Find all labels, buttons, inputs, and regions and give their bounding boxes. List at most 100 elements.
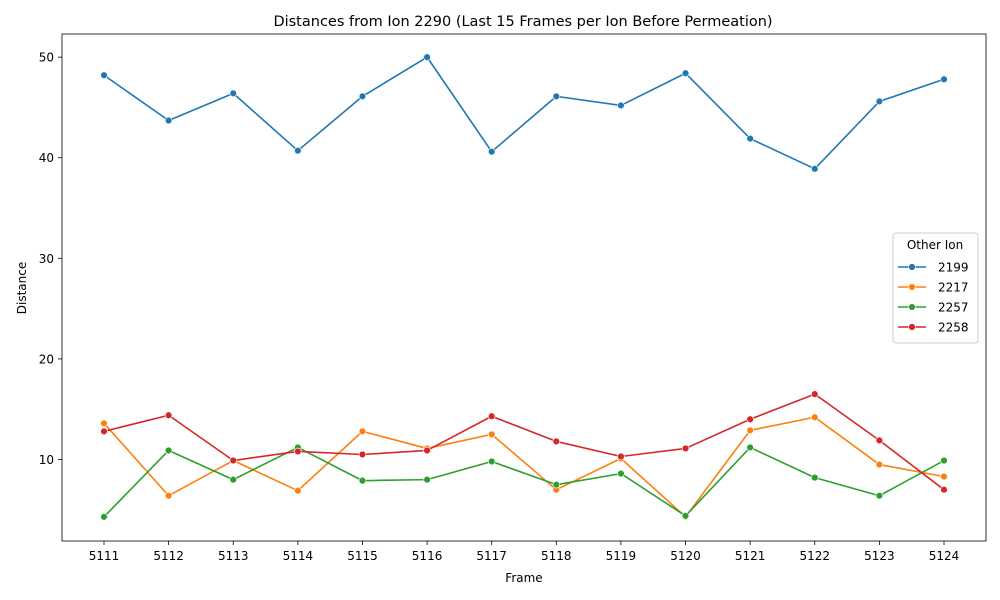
x-tick-label: 5113 [218, 549, 249, 563]
data-point [940, 485, 948, 494]
data-point [617, 452, 625, 461]
data-point [100, 419, 108, 428]
y-tick-label: 50 [39, 51, 54, 65]
series-2257 [100, 443, 948, 521]
series-line-2199 [103, 56, 945, 170]
data-point [811, 413, 819, 421]
x-tick-label: 5122 [799, 549, 830, 563]
data-point [164, 116, 173, 125]
x-axis: 5111 5112 5113 5114 5115 5116 5117 5118 5119 5120… [89, 541, 960, 563]
legend-item-2258: 2258 [898, 321, 969, 335]
x-tick-label: 5114 [283, 549, 314, 563]
data-point [164, 411, 173, 419]
legend-swatch-marker [908, 263, 916, 271]
legend-title: Other Ion [907, 238, 963, 252]
data-point [875, 492, 884, 500]
legend: Other Ion 2199 2217 2257 2258 [892, 232, 979, 344]
x-tick-label: 5115 [347, 549, 378, 563]
x-tick-label: 5124 [929, 549, 960, 563]
data-point [487, 457, 496, 466]
x-tick-label: 5118 [541, 549, 572, 563]
data-point [358, 450, 367, 459]
x-tick-label: 5111 [89, 549, 120, 563]
data-point [746, 443, 754, 452]
data-point [617, 469, 625, 478]
series-line-2217 [103, 416, 945, 518]
series-2258 [100, 390, 948, 494]
legend-swatch-marker [908, 323, 916, 331]
data-point [487, 430, 496, 439]
data-point [164, 446, 173, 455]
data-point [294, 146, 302, 155]
x-tick-label: 5121 [735, 549, 766, 563]
legend-label: 2258 [938, 321, 969, 335]
data-point [811, 473, 819, 482]
x-tick-label: 5123 [864, 549, 895, 563]
data-point [875, 436, 884, 445]
data-point [940, 456, 948, 465]
data-point [423, 446, 431, 455]
data-point [811, 390, 819, 398]
legend-label: 2257 [938, 301, 969, 315]
legend-item-2217: 2217 [898, 281, 969, 295]
data-point [875, 97, 884, 106]
x-tick-label: 5117 [476, 549, 507, 563]
plot-area [61, 33, 987, 542]
data-point [617, 101, 625, 110]
series-2199 [100, 53, 948, 173]
data-point [746, 426, 754, 435]
data-point [681, 444, 690, 453]
x-tick-label: 5112 [153, 549, 184, 563]
data-point [294, 487, 302, 495]
data-point [423, 475, 431, 484]
data-point [487, 147, 496, 156]
data-point [358, 476, 367, 485]
data-point [423, 53, 431, 61]
legend-label: 2199 [938, 261, 969, 275]
data-point [229, 89, 237, 98]
x-tick-label: 5120 [670, 549, 701, 563]
data-point [552, 437, 561, 446]
data-point [100, 71, 108, 79]
y-tick-label: 30 [39, 252, 54, 266]
data-point [940, 472, 948, 481]
data-point [229, 475, 237, 484]
legend-item-2199: 2199 [898, 261, 969, 275]
series-2217 [100, 413, 948, 521]
data-point [746, 415, 754, 423]
data-point [746, 134, 754, 143]
legend-box [892, 232, 979, 344]
data-point [358, 427, 367, 436]
data-point [100, 427, 108, 436]
data-point [681, 69, 690, 77]
series-line-2257 [103, 446, 945, 518]
y-axis: 10 20 30 40 50 [39, 51, 62, 467]
data-point [358, 92, 367, 101]
data-point [811, 165, 819, 173]
x-axis-title: Frame [505, 571, 542, 585]
series-layer [100, 53, 948, 521]
data-point [294, 447, 302, 456]
series-line-2258 [103, 393, 945, 491]
data-point [875, 460, 884, 469]
data-point [681, 512, 690, 520]
y-tick-label: 20 [39, 352, 54, 366]
legend-label: 2217 [938, 281, 969, 295]
chart-title: Distances from Ion 2290 (Last 15 Frames … [273, 14, 772, 30]
legend-item-2257: 2257 [898, 301, 969, 315]
x-tick-label: 5119 [606, 549, 637, 563]
data-point [100, 513, 108, 521]
x-tick-label: 5116 [412, 549, 443, 563]
y-tick-label: 10 [39, 453, 54, 467]
y-tick-label: 40 [39, 151, 54, 165]
data-point [552, 480, 561, 489]
y-axis-title: Distance [15, 262, 29, 314]
data-point [487, 412, 496, 420]
data-point [940, 75, 948, 83]
data-point [229, 456, 237, 465]
legend-swatch-marker [908, 303, 916, 311]
data-point [164, 492, 173, 500]
legend-swatch-marker [908, 283, 916, 291]
data-point [552, 92, 561, 101]
